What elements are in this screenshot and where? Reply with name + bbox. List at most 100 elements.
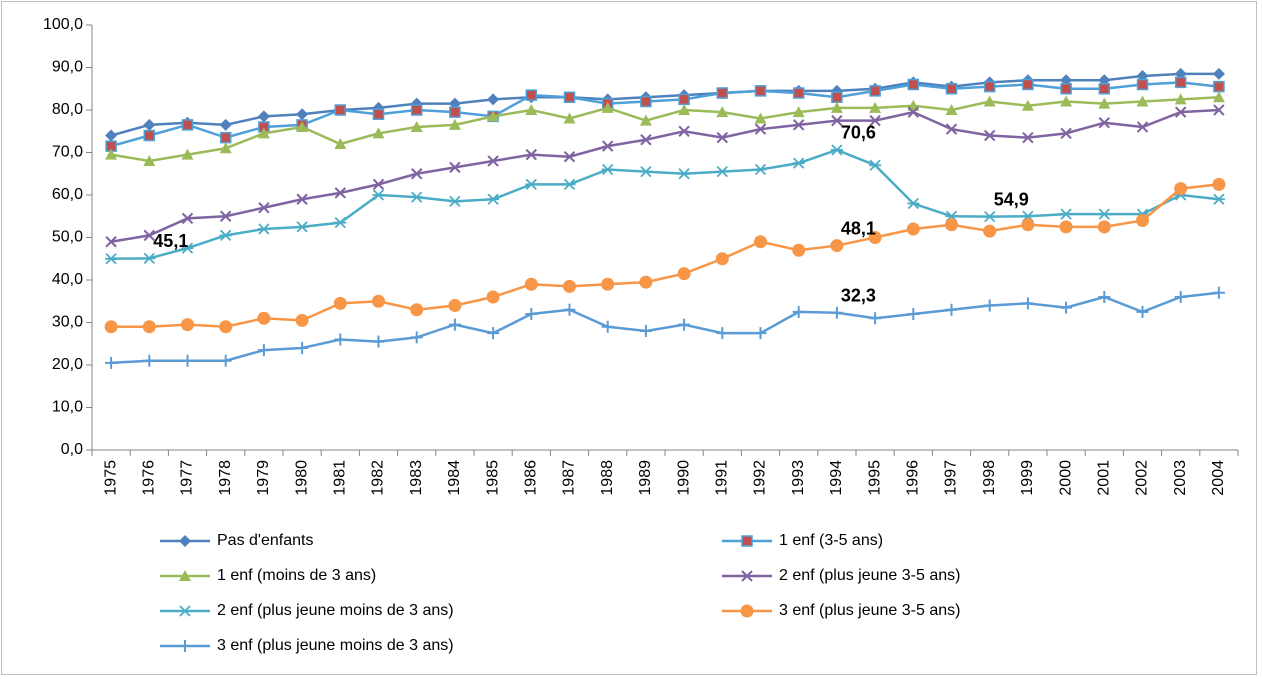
marker <box>983 129 996 142</box>
x-tick-label: 1981 <box>332 460 349 496</box>
marker <box>257 311 271 325</box>
series-line <box>111 291 1220 365</box>
marker <box>639 325 652 337</box>
x-tick-label: 1983 <box>408 460 425 496</box>
marker <box>372 127 385 139</box>
marker <box>639 114 652 126</box>
marker <box>563 279 576 293</box>
marker <box>219 131 232 144</box>
marker <box>907 308 920 320</box>
marker <box>945 123 958 135</box>
marker <box>1098 83 1111 95</box>
marker <box>869 114 881 127</box>
marker <box>1098 97 1111 109</box>
x-tick-label: 1989 <box>637 460 654 496</box>
marker <box>219 142 232 154</box>
marker <box>448 318 461 331</box>
marker <box>1174 182 1188 196</box>
marker <box>181 354 194 367</box>
marker <box>754 163 767 176</box>
marker <box>830 101 843 113</box>
marker <box>907 78 920 91</box>
marker <box>677 267 691 281</box>
marker <box>563 151 576 163</box>
x-tick-label: 1984 <box>446 460 463 496</box>
marker <box>1060 83 1072 95</box>
marker <box>143 129 156 142</box>
marker <box>257 344 270 357</box>
y-tick-label: 30,0 <box>52 314 83 331</box>
marker <box>1022 131 1034 144</box>
marker <box>830 144 843 156</box>
data-label: 32,3 <box>841 285 876 305</box>
marker <box>601 140 614 152</box>
marker <box>219 210 232 222</box>
marker <box>487 93 500 106</box>
x-tick-label: 1996 <box>905 460 922 496</box>
marker <box>869 101 882 113</box>
data-label: 45,1 <box>153 231 188 251</box>
marker <box>181 119 194 131</box>
x-tick-label: 1995 <box>866 460 883 496</box>
marker <box>740 604 754 618</box>
marker <box>907 106 920 118</box>
marker <box>1060 301 1073 314</box>
marker <box>1212 286 1225 299</box>
marker <box>563 91 576 103</box>
marker <box>179 640 191 652</box>
legend-label: 1 enf (moins de 3 ans) <box>217 567 376 584</box>
marker <box>257 223 270 235</box>
marker <box>1059 220 1073 234</box>
marker <box>792 305 805 318</box>
marker <box>372 189 385 201</box>
marker <box>372 108 385 120</box>
series-line <box>110 96 1219 163</box>
marker <box>372 178 385 191</box>
marker <box>410 191 423 203</box>
marker <box>1213 104 1225 116</box>
marker <box>410 168 423 180</box>
marker <box>372 294 385 308</box>
marker <box>486 290 500 304</box>
marker <box>296 121 309 132</box>
legend-label: 2 enf (plus jeune moins de 3 ans) <box>217 602 454 619</box>
marker <box>105 253 118 265</box>
y-tick-label: 0,0 <box>61 441 83 458</box>
marker <box>945 83 958 95</box>
x-tick-label: 2001 <box>1096 460 1113 496</box>
marker <box>1212 193 1225 205</box>
marker <box>179 570 191 581</box>
marker <box>741 535 753 547</box>
x-tick-label: 2002 <box>1134 460 1151 496</box>
marker <box>601 163 614 176</box>
x-tick-label: 1987 <box>561 460 578 496</box>
marker <box>334 333 347 346</box>
marker <box>1212 91 1225 103</box>
marker <box>1136 95 1149 107</box>
marker <box>372 335 385 348</box>
marker <box>868 231 882 244</box>
marker <box>601 277 615 291</box>
marker <box>525 308 538 320</box>
marker <box>181 212 194 225</box>
x-tick-label: 1979 <box>255 460 272 496</box>
marker <box>640 95 652 108</box>
legend-label: 3 enf (plus jeune 3-5 ans) <box>779 602 960 619</box>
legend-label: Pas d'enfants <box>217 532 313 549</box>
marker <box>105 356 118 369</box>
marker <box>563 112 576 124</box>
marker <box>792 157 805 169</box>
marker <box>181 242 194 254</box>
marker <box>258 202 270 214</box>
data-label: 48,1 <box>841 218 876 238</box>
marker <box>1098 291 1111 303</box>
marker <box>1212 67 1225 80</box>
marker <box>487 193 500 205</box>
data-label: 54,9 <box>994 189 1029 209</box>
marker <box>1021 218 1035 232</box>
x-tick-label: 1980 <box>293 460 310 496</box>
x-tick-label: 1992 <box>752 460 769 496</box>
marker <box>1021 297 1034 310</box>
marker <box>410 331 423 344</box>
